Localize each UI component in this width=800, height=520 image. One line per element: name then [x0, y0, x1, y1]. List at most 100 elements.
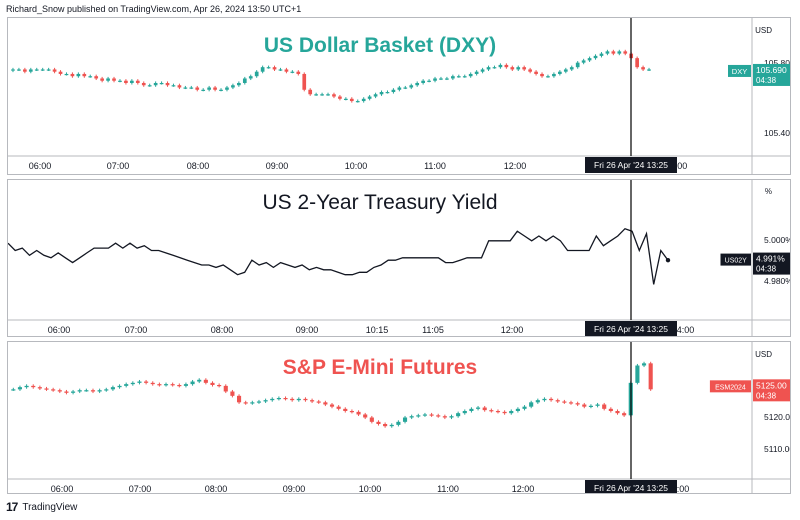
dxy-candle — [135, 80, 140, 83]
us02y-chart-svg: 06:00 07:00 08:00 09:00 10:15 11:05 12:00 14:00… — [8, 180, 790, 336]
dxy-candle — [130, 80, 134, 83]
dxy-x-tick-label: 11:00 — [424, 161, 446, 171]
dxy-candle — [207, 87, 211, 90]
es-candle — [97, 390, 102, 392]
es-candle — [270, 398, 275, 401]
es-candle — [502, 411, 507, 414]
dxy-candle — [34, 69, 39, 71]
es-symbol-label: ESM2024 — [715, 384, 746, 391]
dxy-candle — [46, 69, 51, 71]
dxy-candle — [569, 67, 574, 70]
dxy-countdown: 04:38 — [756, 76, 777, 85]
es-candle — [602, 404, 607, 409]
es-candle — [263, 400, 268, 402]
dxy-candle — [344, 98, 348, 100]
us02y-x-tick-label: 06:00 — [48, 325, 71, 335]
es-x-tick-label: 06:00 — [51, 484, 74, 493]
es-candle — [575, 403, 580, 405]
es-candle — [389, 424, 394, 427]
dxy-candle — [534, 71, 538, 74]
es-candle — [402, 417, 408, 422]
es-candle — [170, 384, 175, 386]
es-candle — [210, 382, 215, 385]
dxy-candle — [546, 76, 550, 78]
dxy-candle — [153, 82, 158, 86]
us02y-chart-panel[interactable]: 06:00 07:00 08:00 09:00 10:15 11:05 12:00 14:00… — [7, 179, 791, 337]
es-candle — [296, 398, 301, 401]
es-chart-svg: 06:00 07:00 08:00 09:00 10:00 11:00 12:00 14:00… — [8, 342, 790, 493]
es-candle — [442, 416, 447, 418]
es-candle — [57, 390, 62, 392]
dxy-candle — [349, 98, 354, 102]
us02y-x-tick-label: 10:15 — [366, 325, 389, 335]
dxy-candle — [456, 76, 461, 78]
es-candle — [329, 404, 335, 407]
dxy-chart-title: US Dollar Basket (DXY) — [263, 34, 497, 57]
dxy-candle — [248, 76, 253, 79]
us02y-price-tag — [753, 252, 790, 275]
us02y-chart-title: US 2-Year Treasury Yield — [262, 191, 498, 214]
es-chart-panel[interactable]: 06:00 07:00 08:00 09:00 10:00 11:00 12:00 14:00… — [7, 341, 791, 494]
dxy-candle — [159, 82, 164, 85]
es-candle — [336, 406, 341, 409]
es-candle — [183, 384, 188, 386]
es-candle — [104, 389, 109, 391]
us02y-x-tick-label: 12:00 — [501, 325, 524, 335]
es-candle — [595, 404, 600, 406]
es-candle — [608, 408, 613, 411]
dxy-candle — [397, 87, 402, 90]
es-x-tick-label: 07:00 — [129, 484, 152, 493]
es-candle — [144, 381, 149, 383]
us02y-last-point — [665, 257, 671, 263]
dxy-candle — [403, 87, 408, 89]
footer-brand[interactable]: TradingView — [22, 501, 78, 513]
dxy-candle — [516, 67, 521, 70]
es-candle — [356, 411, 361, 415]
dxy-unit-label: USD — [755, 26, 772, 35]
es-candle — [588, 405, 593, 407]
dxy-candle — [314, 94, 318, 96]
es-candle — [51, 389, 56, 391]
dxy-candle — [439, 78, 443, 80]
us02y-y-tick-label: 5.000% — [764, 235, 790, 245]
dxy-candle — [17, 69, 21, 71]
dxy-chart-panel[interactable]: 06:0007:0008:0009:0010:0011:0012:0014:00… — [7, 17, 791, 175]
dxy-candle — [373, 94, 378, 97]
es-candle — [409, 416, 414, 418]
es-candle — [549, 398, 554, 401]
dxy-candle — [623, 51, 628, 54]
us02y-symbol-tag — [720, 253, 751, 266]
es-y-tick-label: 5120.00 — [764, 412, 790, 422]
es-chart-title: S&P E-Mini Futures — [282, 356, 478, 379]
dxy-candle — [225, 87, 229, 90]
dxy-crosshair-label-bg — [585, 157, 677, 173]
us02y-series-line — [8, 227, 669, 285]
es-candle — [163, 384, 169, 386]
es-candle — [462, 411, 467, 414]
dxy-candle — [468, 73, 473, 77]
es-candle — [641, 363, 647, 366]
es-x-tick-label: 08:00 — [205, 484, 228, 493]
us02y-y-tick-label: 4.980% — [764, 276, 790, 286]
es-candle — [17, 387, 23, 390]
es-candle — [529, 402, 534, 407]
dxy-candle — [189, 87, 194, 89]
es-candle — [256, 401, 262, 403]
es-candle — [482, 407, 487, 411]
es-candle — [110, 387, 115, 390]
dxy-candle — [647, 69, 651, 71]
es-candle — [64, 391, 69, 393]
es-candle — [323, 402, 328, 405]
tradingview-logo-icon: 17 — [6, 500, 18, 514]
dxy-candle — [409, 85, 414, 88]
dxy-candle — [462, 76, 467, 78]
dxy-candle — [474, 71, 479, 74]
es-candle — [495, 411, 501, 413]
es-candle — [24, 385, 29, 388]
dxy-candle — [510, 67, 515, 70]
es-candle — [568, 402, 574, 404]
dxy-candle — [433, 78, 437, 81]
es-candle — [363, 414, 368, 418]
es-candle — [11, 389, 16, 391]
es-candle — [283, 398, 288, 400]
